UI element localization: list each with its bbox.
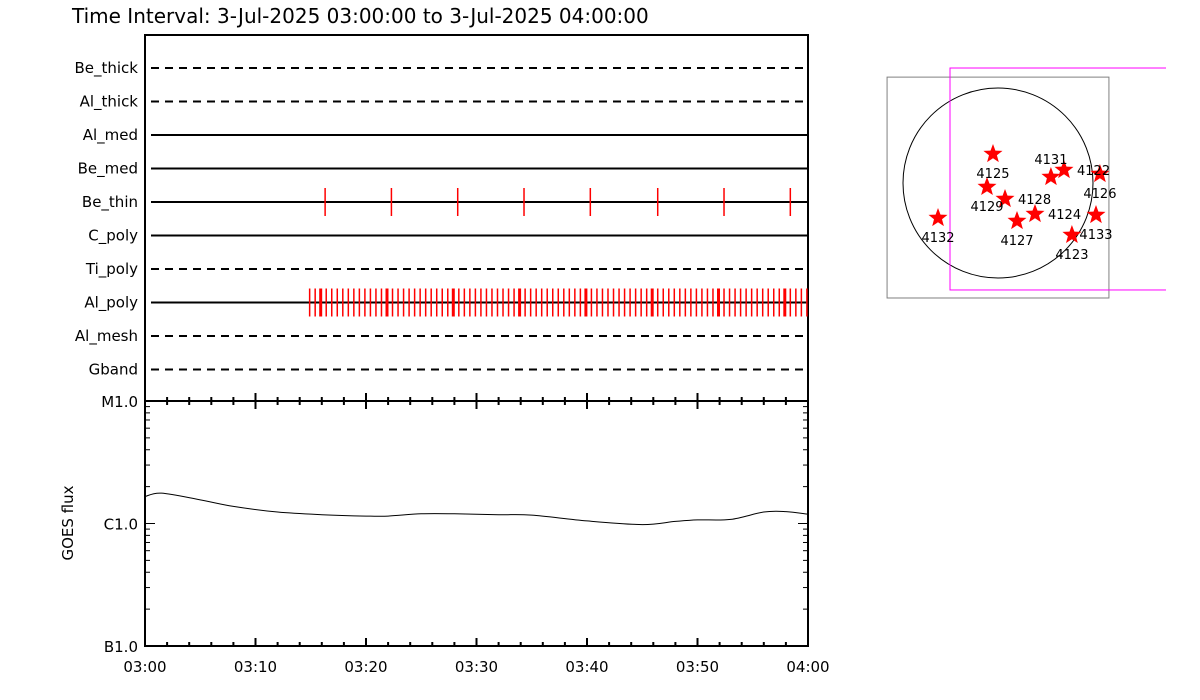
active-region-stars [928, 144, 1110, 243]
x-tick-label: 03:40 [565, 658, 608, 676]
active-region-label: 4122 [1077, 164, 1110, 179]
active-region-star-icon [1090, 164, 1110, 183]
y-tick-label: M1.0 [101, 393, 138, 411]
filter-label: Gband [89, 361, 138, 379]
filter-label: Be_thin [82, 193, 138, 212]
plot-title: Time Interval: 3-Jul-2025 03:00:00 to 3-… [71, 4, 649, 28]
active-region-label: 4132 [921, 231, 954, 246]
filter-label: Al_thick [80, 93, 139, 112]
timeline-frame [144, 34, 809, 402]
map-bounding-box [886, 76, 1110, 299]
active-region-star-icon [983, 144, 1003, 163]
filter-label: Be_med [78, 160, 138, 179]
active-region-star-icon [977, 177, 997, 195]
active-region-star-icon [1007, 211, 1027, 230]
x-tick-label: 03:20 [344, 658, 387, 676]
active-region-star-icon [928, 208, 948, 227]
filter-label: Al_poly [84, 294, 138, 313]
x-tick-label: 03:00 [123, 658, 166, 676]
active-region-label: 4128 [1018, 193, 1051, 208]
filter-label: Al_mesh [75, 327, 138, 346]
active-region-star-icon [1025, 204, 1045, 223]
x-tick-label: 03:30 [455, 658, 498, 676]
filter-label: Ti_poly [85, 260, 138, 279]
active-region-label: 4123 [1055, 248, 1088, 263]
active-region-star-icon [1054, 160, 1074, 179]
active-region-label: 4129 [970, 200, 1003, 215]
filter-label: Al_med [83, 126, 138, 145]
active-region-label: 4126 [1083, 187, 1116, 202]
filter-label: C_poly [88, 227, 138, 246]
active-region-labels: 4125 4129 4128 4127 4124 4131 4122 4126 4133 4123… [921, 153, 1116, 263]
filter-label: Be_thick [74, 59, 138, 78]
goes-frame [144, 400, 809, 647]
xrt-field-of-view [949, 67, 1166, 291]
filter-timeline-panel: Be_thick Al_thick Al_med Be_med Be_thin C_pol… [74, 34, 809, 402]
active-region-star-icon [1041, 167, 1061, 186]
x-tick-label: 03:50 [676, 658, 719, 676]
active-region-label: 4125 [976, 167, 1009, 182]
x-tick-label: 03:10 [234, 658, 277, 676]
active-region-star-icon [1086, 205, 1106, 224]
y-axis-label: GOES flux [59, 485, 77, 560]
active-region-label: 4133 [1079, 228, 1112, 243]
x-tick-label: 04:00 [786, 658, 829, 676]
active-region-label: 4131 [1034, 153, 1067, 168]
active-region-star-icon [1062, 225, 1082, 243]
solar-limb [902, 87, 1094, 279]
active-region-label: 4127 [1000, 234, 1033, 249]
y-tick-label: B1.0 [104, 638, 138, 656]
y-tick-label: C1.0 [104, 516, 138, 534]
goes-flux-panel: 03:00 03:10 03:20 03:30 03:40 03:50 04:00 M1.0 C… [59, 393, 830, 676]
solar-disk-map: 4125 4129 4128 4127 4124 4131 4122 4126 4133 4123… [886, 67, 1166, 299]
active-region-label: 4124 [1048, 208, 1081, 223]
active-region-star-icon [995, 189, 1015, 208]
goes-flux-line [144, 492, 809, 526]
